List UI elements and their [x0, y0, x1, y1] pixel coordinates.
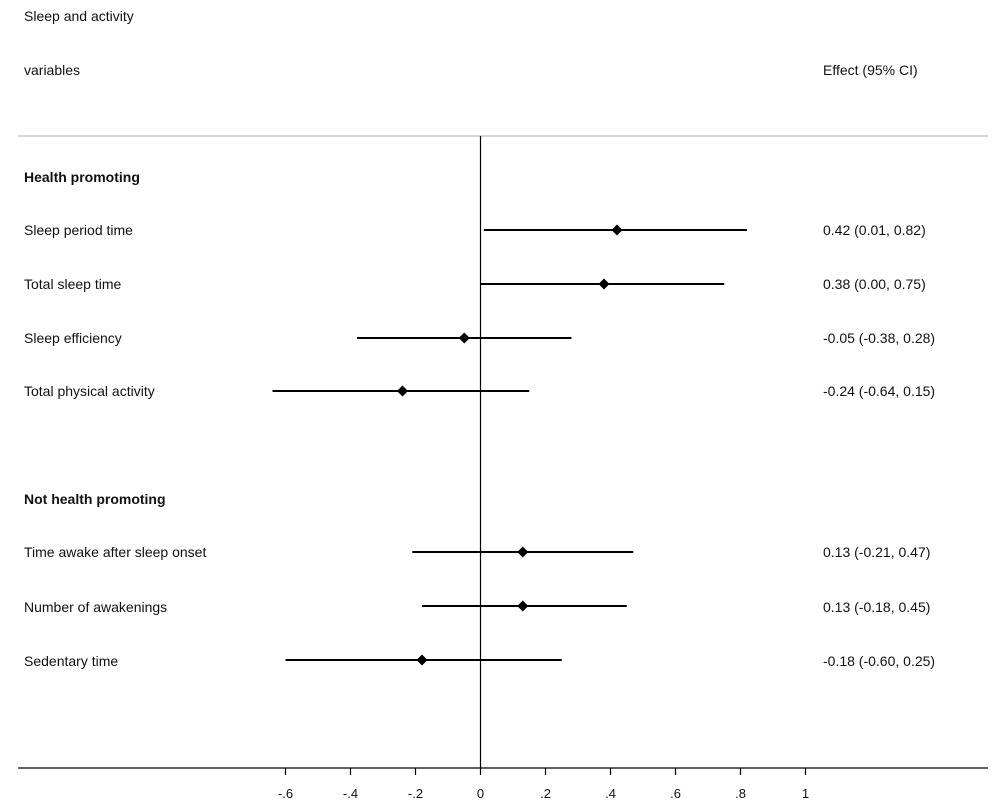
row-label-number-of-awakenings: Number of awakenings — [24, 599, 168, 615]
x-tick-label: -.4 — [343, 786, 358, 801]
x-tick-label: 1 — [802, 786, 809, 801]
x-tick-label: -.2 — [408, 786, 423, 801]
point-estimate-marker — [517, 546, 529, 558]
row-label-sedentary-time: Sedentary time — [24, 653, 119, 669]
effect-text-number-of-awakenings: 0.13 (-0.18, 0.45) — [823, 599, 931, 615]
point-estimate-marker — [397, 385, 408, 397]
point-estimate-marker — [458, 332, 470, 344]
header-effect-column: Effect (95% CI) — [823, 62, 918, 78]
row-label-sleep-period-time: Sleep period time — [24, 222, 133, 238]
point-estimate-marker — [611, 224, 623, 236]
header-label-line1: Sleep and activity — [24, 8, 134, 24]
point-estimate-marker — [598, 278, 610, 290]
point-estimate-marker — [517, 600, 529, 612]
effect-text-sedentary-time: -0.18 (-0.60, 0.25) — [823, 653, 936, 669]
x-tick-label: 0 — [477, 786, 484, 801]
row-label-time-awake-after-sleep-onset: Time awake after sleep onset — [24, 544, 207, 560]
effect-text-sleep-period-time: 0.42 (0.01, 0.82) — [823, 222, 926, 238]
x-tick-label: -.6 — [278, 786, 293, 801]
effect-text-sleep-efficiency: -0.05 (-0.38, 0.28) — [823, 330, 936, 346]
row-label-sleep-efficiency: Sleep efficiency — [24, 330, 122, 346]
x-tick-label: .8 — [735, 786, 746, 801]
x-tick-label: .2 — [540, 786, 551, 801]
effect-text-total-physical-activity: -0.24 (-0.64, 0.15) — [823, 383, 936, 399]
x-tick-label: .6 — [670, 786, 681, 801]
row-label-total-sleep-time: Total sleep time — [24, 276, 122, 292]
header-label-line2: variables — [24, 62, 81, 78]
x-tick-label: .4 — [605, 786, 616, 801]
point-estimate-marker — [416, 654, 428, 666]
effect-text-total-sleep-time: 0.38 (0.00, 0.75) — [823, 276, 926, 292]
group-label-not-health-promoting: Not health promoting — [24, 491, 166, 507]
effect-text-time-awake-after-sleep-onset: 0.13 (-0.21, 0.47) — [823, 544, 931, 560]
group-label-health-promoting: Health promoting — [24, 169, 140, 185]
row-label-total-physical-activity: Total physical activity — [24, 383, 155, 399]
